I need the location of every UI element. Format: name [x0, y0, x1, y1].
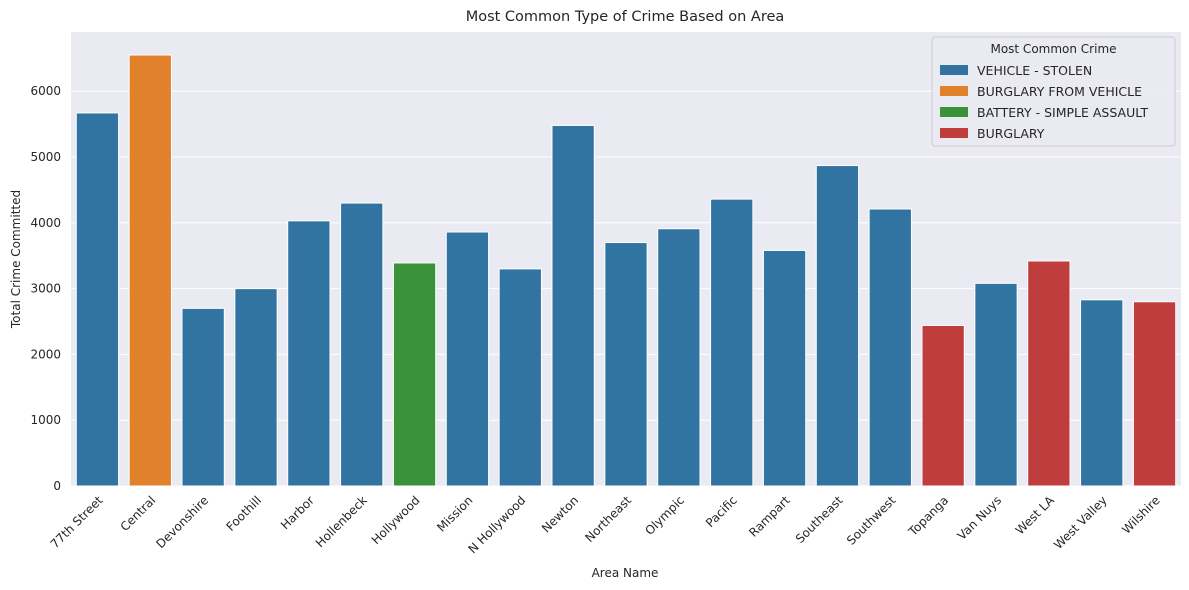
x-tick-label: Newton: [539, 493, 581, 535]
chart-title: Most Common Type of Crime Based on Area: [466, 9, 785, 25]
x-tick-label: Olympic: [642, 493, 687, 538]
y-tick-label: 3000: [30, 282, 61, 296]
x-tick-label: Rampart: [746, 493, 793, 540]
x-tick-label: 77th Street: [48, 493, 106, 551]
x-tick-label: West Valley: [1051, 493, 1110, 552]
x-tick-label: Devonshire: [153, 493, 211, 551]
legend-swatch: [940, 86, 968, 96]
bar: [551, 124, 595, 487]
x-tick-label: Central: [118, 493, 159, 534]
bar: [445, 231, 490, 487]
legend-box: [931, 36, 1176, 147]
bar: [392, 262, 437, 487]
x-tick-label: Foothill: [223, 493, 264, 534]
x-tick-label: Topanga: [905, 493, 951, 539]
y-tick-label: 5000: [30, 150, 61, 164]
bar: [340, 202, 384, 487]
y-axis-label: Total Crime Committed: [9, 190, 23, 329]
x-tick-label: Wilshire: [1119, 493, 1162, 536]
bar: [1080, 299, 1124, 487]
bar: [1027, 260, 1071, 487]
bars: [75, 54, 1177, 487]
x-tick-label: Northeast: [582, 493, 634, 545]
x-tick-label: Southwest: [844, 493, 899, 548]
legend-swatch: [940, 107, 968, 117]
y-tick-label: 0: [53, 479, 61, 493]
bar: [181, 307, 225, 487]
y-tick-label: 1000: [30, 413, 61, 427]
x-axis-label: Area Name: [592, 566, 659, 580]
legend-label: BATTERY - SIMPLE ASSAULT: [977, 105, 1148, 120]
bar: [762, 249, 807, 487]
bar: [604, 242, 648, 487]
y-axis-ticks: 0 1000 2000 3000 4000 5000 6000: [30, 84, 61, 493]
legend: Most Common Crime VEHICLE - STOLEN BURGLA…: [931, 36, 1176, 147]
x-tick-label: Southeast: [793, 493, 846, 546]
legend-title: Most Common Crime: [990, 42, 1116, 56]
bar: [974, 282, 1018, 487]
bar: [234, 288, 278, 487]
x-tick-label: Hollenbeck: [313, 493, 370, 550]
legend-label: BURGLARY: [977, 126, 1045, 141]
y-tick-label: 4000: [30, 216, 61, 230]
legend-swatch: [940, 128, 968, 138]
bar: [128, 54, 172, 487]
legend-items: VEHICLE - STOLEN BURGLARY FROM VEHICLE BAT…: [940, 63, 1148, 141]
legend-label: VEHICLE - STOLEN: [977, 63, 1092, 78]
y-tick-label: 2000: [30, 347, 61, 361]
bar: [868, 208, 912, 487]
x-tick-label: Harbor: [278, 493, 317, 532]
legend-label: BURGLARY FROM VEHICLE: [977, 84, 1142, 99]
y-tick-label: 6000: [30, 84, 61, 98]
bar: [921, 324, 965, 487]
bar: [1132, 301, 1177, 487]
x-tick-label: Van Nuys: [955, 493, 1004, 542]
bar: [815, 165, 860, 487]
bar: [710, 198, 754, 487]
legend-swatch: [940, 65, 968, 75]
x-tick-label: Hollywood: [369, 493, 423, 547]
bar: [498, 268, 542, 487]
bar: [75, 112, 120, 487]
x-tick-label: Mission: [434, 493, 475, 534]
x-tick-label: Pacific: [703, 493, 740, 530]
bar: [287, 220, 331, 487]
bar: [657, 228, 701, 487]
x-tick-label: West LA: [1013, 493, 1058, 538]
